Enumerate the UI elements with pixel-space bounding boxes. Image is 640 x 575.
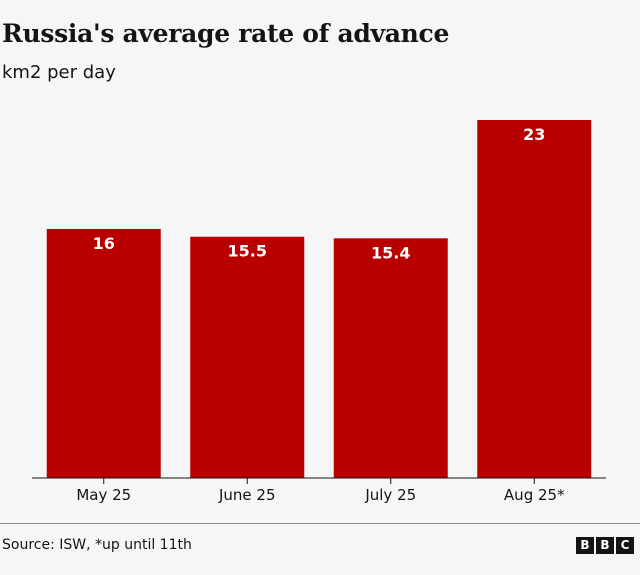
data-label-0: 16 bbox=[93, 234, 115, 253]
bar-2 bbox=[333, 238, 448, 478]
bar-chart: 16 May 25 15.5 June 25 15.4 July 25 23 Aug 25* bbox=[32, 120, 606, 504]
bar-1 bbox=[190, 236, 305, 478]
x-tick-label-1: June 25 bbox=[218, 486, 276, 504]
source-note: Source: ISW, *up until 11th bbox=[2, 537, 192, 553]
logo-letter-b2: B bbox=[596, 537, 614, 554]
data-label-2: 15.4 bbox=[371, 243, 410, 262]
logo-letter-b1: B bbox=[576, 537, 594, 554]
data-label-1: 15.5 bbox=[228, 242, 267, 261]
x-tick-label-2: July 25 bbox=[364, 486, 416, 504]
bar-0 bbox=[46, 228, 161, 478]
bar-3 bbox=[477, 120, 592, 478]
x-tick-label-0: May 25 bbox=[76, 486, 131, 504]
bbc-logo: B B C bbox=[576, 537, 634, 554]
footer-divider bbox=[0, 523, 640, 524]
x-tick-label-3: Aug 25* bbox=[504, 486, 565, 504]
data-label-3: 23 bbox=[523, 125, 545, 144]
logo-letter-c: C bbox=[616, 537, 634, 554]
chart-title: Russia's average rate of advance bbox=[2, 19, 450, 48]
chart-subtitle: km2 per day bbox=[2, 62, 116, 83]
